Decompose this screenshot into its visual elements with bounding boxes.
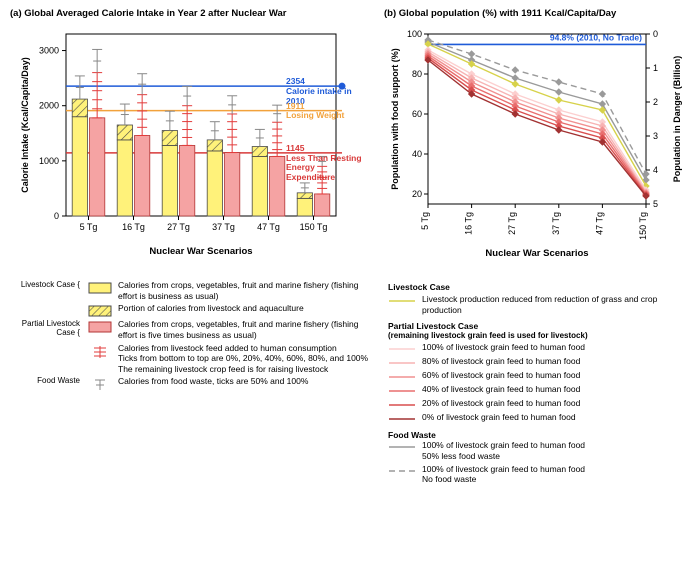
svg-text:Population in Danger (Billion): Population in Danger (Billion)	[672, 56, 682, 183]
svg-text:16 Tg: 16 Tg	[464, 212, 474, 235]
svg-text:27 Tg: 27 Tg	[507, 212, 517, 235]
svg-text:20: 20	[412, 189, 422, 199]
svg-text:5 Tg: 5 Tg	[420, 212, 430, 230]
svg-text:100: 100	[407, 29, 422, 39]
svg-text:4: 4	[653, 165, 658, 175]
svg-text:60: 60	[412, 109, 422, 119]
panel-a-legend: Livestock Case { Calories from crops, ve…	[10, 280, 380, 394]
svg-text:Nuclear War Scenarios: Nuclear War Scenarios	[149, 246, 252, 257]
svg-text:40: 40	[412, 149, 422, 159]
svg-text:150 Tg: 150 Tg	[300, 222, 328, 232]
svg-text:94.8% (2010, No Trade): 94.8% (2010, No Trade)	[550, 32, 642, 42]
svg-text:16 Tg: 16 Tg	[122, 222, 145, 232]
svg-text:1: 1	[653, 63, 658, 73]
svg-text:37 Tg: 37 Tg	[212, 222, 235, 232]
svg-text:47 Tg: 47 Tg	[257, 222, 280, 232]
svg-text:Population with food support (: Population with food support (%)	[390, 48, 400, 189]
svg-text:1000: 1000	[39, 156, 59, 166]
panel-a-title: (a) Global Averaged Calorie Intake in Ye…	[10, 8, 380, 19]
svg-text:3: 3	[653, 131, 658, 141]
svg-text:3000: 3000	[39, 46, 59, 56]
panel-b-legend: Livestock CaseLivestock production reduc…	[388, 282, 688, 487]
svg-text:0: 0	[54, 211, 59, 221]
panel-b-title: (b) Global population (%) with 1911 Kcal…	[384, 8, 690, 19]
svg-text:37 Tg: 37 Tg	[551, 212, 561, 235]
svg-text:2: 2	[653, 97, 658, 107]
svg-text:0: 0	[653, 29, 658, 39]
svg-text:5: 5	[653, 199, 658, 209]
svg-text:2000: 2000	[39, 101, 59, 111]
svg-text:47 Tg: 47 Tg	[594, 212, 604, 235]
svg-text:150 Tg: 150 Tg	[638, 212, 648, 240]
svg-text:80: 80	[412, 69, 422, 79]
svg-text:27 Tg: 27 Tg	[167, 222, 190, 232]
panel-b-chart: 20406080100Population with food support …	[384, 28, 690, 260]
svg-text:Calorie Intake (Kcal/Capita/Da: Calorie Intake (Kcal/Capita/Day)	[20, 57, 30, 193]
svg-text:5 Tg: 5 Tg	[80, 222, 98, 232]
svg-text:Nuclear War Scenarios: Nuclear War Scenarios	[485, 248, 588, 259]
